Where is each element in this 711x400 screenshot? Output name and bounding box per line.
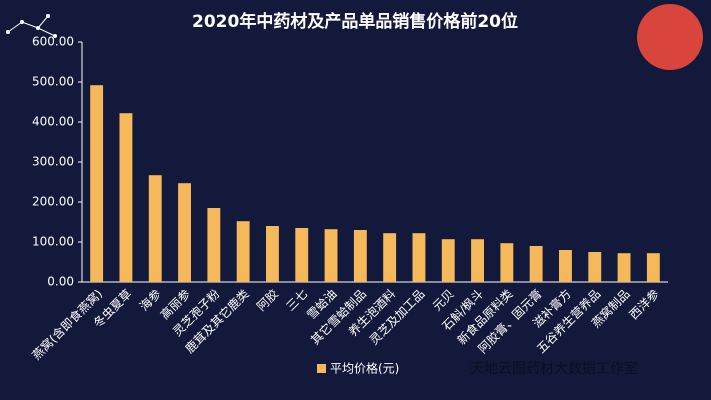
bar [617, 253, 631, 282]
y-tick-label: 600.00 [32, 35, 74, 49]
chart-title: 2020年中药材及产品单品销售价格前20位 [192, 11, 518, 32]
moon-decoration [637, 4, 703, 70]
y-tick-label: 500.00 [32, 75, 74, 89]
bar [324, 229, 338, 282]
bar [500, 243, 514, 282]
bar [266, 226, 279, 282]
y-tick-label: 0.00 [47, 275, 74, 289]
bar [207, 208, 221, 282]
bar [559, 250, 572, 282]
bar [383, 233, 397, 282]
bar [119, 113, 133, 282]
bar [412, 233, 426, 282]
bar [441, 239, 455, 282]
constellation-decoration [6, 14, 57, 38]
bar [236, 221, 250, 282]
legend-label: 平均价格(元) [330, 361, 399, 376]
y-tick-label: 400.00 [32, 115, 74, 129]
bar [471, 239, 484, 282]
bar [178, 183, 191, 282]
y-tick-label: 200.00 [32, 195, 74, 209]
bar [529, 246, 543, 282]
y-tick-label: 100.00 [32, 235, 74, 249]
bar [90, 85, 104, 282]
bar [148, 175, 162, 282]
watermark: 天地云图药材大数据工作室 [470, 360, 638, 377]
bar [588, 252, 602, 282]
bar [295, 228, 309, 282]
legend: 平均价格(元) [317, 361, 399, 376]
bar [353, 230, 367, 282]
legend-swatch [317, 364, 326, 373]
y-tick-label: 300.00 [32, 155, 74, 169]
bar [646, 253, 660, 282]
